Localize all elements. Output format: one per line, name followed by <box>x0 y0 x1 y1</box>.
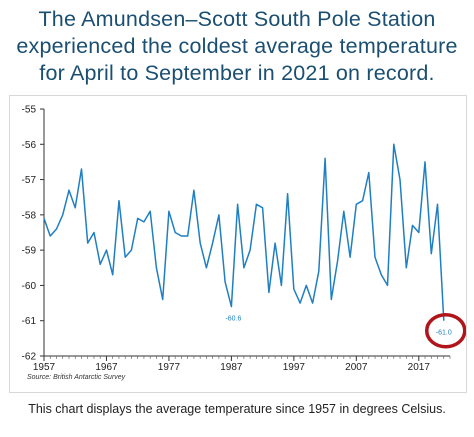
chart-title: The Amundsen–Scott South Pole Station ex… <box>0 6 474 87</box>
x-tick-label: 1997 <box>283 362 306 373</box>
y-tick-label: -61 <box>22 316 37 327</box>
x-tick-label: 2017 <box>408 362 431 373</box>
x-tick-label: 1957 <box>33 362 56 373</box>
title-line-1: The Amundsen–Scott South Pole Station <box>38 7 436 31</box>
y-tick-label: -58 <box>22 210 37 221</box>
data-label: -60.6 <box>225 316 241 323</box>
series-line-0 <box>43 143 445 321</box>
highlight-circle <box>425 312 466 349</box>
y-tick-label: -57 <box>22 175 37 186</box>
x-tick-label: 1967 <box>95 362 118 373</box>
chart-caption: This chart displays the average temperat… <box>28 402 446 416</box>
y-tick-label: -60 <box>22 281 37 292</box>
x-tick-label: 1987 <box>220 362 243 373</box>
title-line-2: experienced the coldest average temperat… <box>16 34 458 58</box>
source-note: Source: British Antarctic Survey <box>27 374 126 381</box>
y-tick-label: -56 <box>22 140 37 151</box>
title-line-3: for April to September in 2021 on record… <box>39 61 435 85</box>
x-tick-label: 2007 <box>345 362 368 373</box>
chart-panel: -55 -56 -57 -58 -59 -60 -61 -62 1957 1967 1977 1987… <box>9 95 467 393</box>
y-tick-label: -55 <box>22 105 37 116</box>
x-tick-label: 1977 <box>158 362 181 373</box>
y-tick-label: -59 <box>22 246 37 257</box>
y-tick-label: -62 <box>22 352 37 363</box>
data-label: -61.0 <box>436 330 452 337</box>
